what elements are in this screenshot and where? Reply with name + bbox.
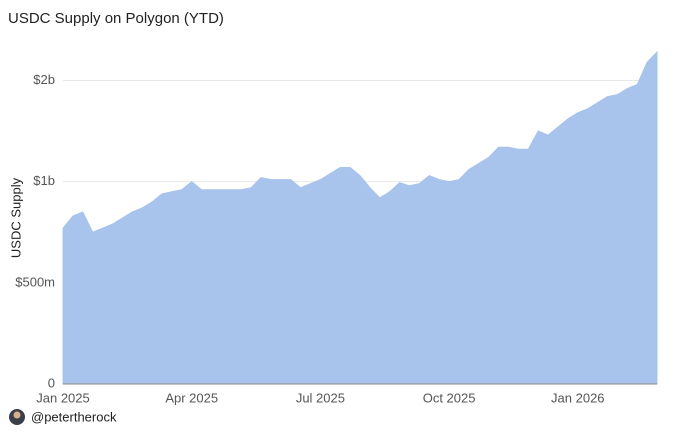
x-tick-label: Jan 2026 <box>551 390 605 405</box>
y-tick-label: $2b <box>33 72 55 87</box>
y-axis-title: USDC Supply <box>8 177 23 258</box>
avatar-face <box>13 411 21 419</box>
chart-title: USDC Supply on Polygon (YTD) <box>8 10 224 27</box>
area <box>62 50 658 385</box>
y-tick-label: $1b <box>33 173 55 188</box>
x-tick-label: Oct 2025 <box>423 390 476 405</box>
y-tick-label: 0 <box>48 375 55 390</box>
y-tick-label: $500m <box>15 274 55 289</box>
x-tick-label: Jan 2025 <box>36 390 90 405</box>
credit: @petertherock <box>31 409 117 424</box>
x-tick-label: Apr 2025 <box>165 390 218 405</box>
x-tick-label: Jul 2025 <box>296 390 345 405</box>
